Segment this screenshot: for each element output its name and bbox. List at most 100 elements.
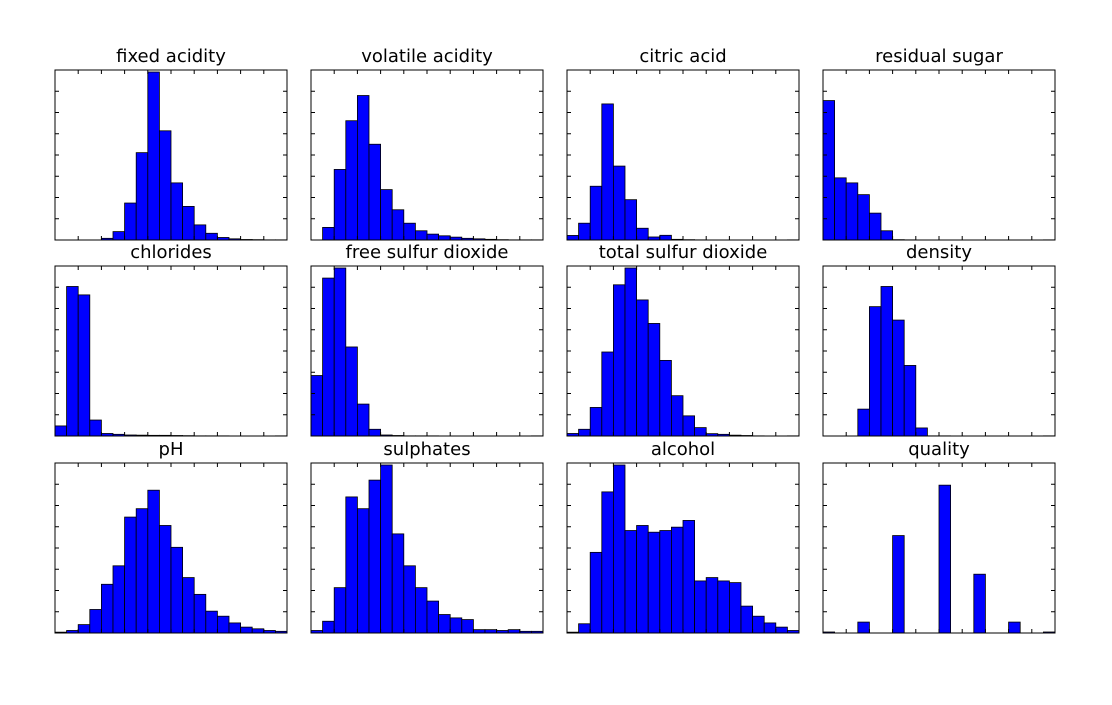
bar bbox=[310, 375, 324, 437]
bar bbox=[426, 600, 440, 634]
bar bbox=[182, 577, 195, 634]
bar bbox=[682, 415, 696, 437]
bar bbox=[624, 530, 638, 634]
bar bbox=[880, 230, 894, 241]
bar bbox=[938, 484, 952, 634]
bar bbox=[705, 577, 719, 634]
bar bbox=[903, 365, 917, 437]
bar bbox=[112, 565, 126, 634]
bar bbox=[845, 182, 859, 241]
bar bbox=[461, 619, 474, 634]
bar bbox=[158, 130, 172, 241]
bar bbox=[613, 464, 626, 634]
panel-title: sulphates bbox=[383, 439, 470, 460]
bar bbox=[636, 299, 649, 437]
bar bbox=[380, 464, 393, 634]
bar bbox=[636, 525, 649, 634]
bar bbox=[472, 629, 486, 634]
panel-title: density bbox=[906, 242, 972, 263]
bar bbox=[124, 202, 137, 241]
bar bbox=[578, 222, 591, 241]
bar bbox=[624, 199, 638, 241]
bar bbox=[892, 319, 905, 437]
bar bbox=[507, 629, 521, 634]
panel-citric-acid: citric acid bbox=[566, 46, 800, 241]
bar bbox=[345, 496, 358, 634]
bar bbox=[89, 609, 102, 634]
panel-free-sulfur-dioxide: free sulfur dioxide bbox=[310, 242, 544, 437]
bar bbox=[380, 189, 393, 241]
panel-fixed-acidity: fixed acidity bbox=[54, 46, 288, 241]
panel-residual-sugar: residual sugar bbox=[822, 46, 1056, 241]
bar bbox=[869, 306, 882, 437]
panels: fixed acidity volatile acidity citric acid… bbox=[54, 46, 1056, 634]
panel-title: volatile acidity bbox=[361, 46, 493, 67]
bar bbox=[973, 573, 986, 634]
bar bbox=[356, 95, 370, 241]
bar bbox=[124, 516, 137, 634]
panel-title: quality bbox=[908, 439, 970, 460]
panel-title: fixed acidity bbox=[116, 46, 226, 67]
bar bbox=[147, 71, 160, 241]
bar bbox=[857, 408, 870, 437]
bar bbox=[659, 234, 672, 241]
bar bbox=[647, 531, 661, 634]
bar bbox=[182, 205, 195, 241]
bar bbox=[578, 623, 591, 634]
bar bbox=[414, 230, 428, 241]
panel-title: total sulfur dioxide bbox=[599, 242, 768, 263]
bar bbox=[659, 359, 672, 437]
bar bbox=[368, 428, 382, 437]
bar bbox=[915, 427, 928, 437]
bar bbox=[101, 583, 114, 634]
bar bbox=[682, 520, 696, 634]
bar bbox=[775, 626, 788, 634]
bar bbox=[368, 479, 382, 634]
bar bbox=[135, 508, 149, 634]
panel-title: residual sugar bbox=[875, 46, 1003, 67]
bar bbox=[54, 425, 68, 437]
panel-title: citric acid bbox=[639, 46, 726, 67]
bar bbox=[613, 284, 626, 437]
bar bbox=[834, 177, 847, 241]
panel-ph: pH bbox=[54, 439, 288, 634]
bar bbox=[449, 617, 463, 634]
bar bbox=[403, 565, 416, 634]
bar bbox=[333, 169, 347, 241]
bar bbox=[589, 185, 603, 241]
bar bbox=[77, 294, 91, 437]
bar bbox=[566, 235, 580, 241]
bar bbox=[333, 587, 347, 634]
bar bbox=[368, 143, 382, 241]
bar bbox=[193, 593, 207, 634]
bar bbox=[112, 231, 126, 241]
bar bbox=[589, 551, 603, 634]
bar bbox=[601, 103, 614, 241]
panel-title: chlorides bbox=[130, 242, 212, 263]
bar bbox=[589, 407, 603, 437]
bar bbox=[647, 323, 661, 437]
bar bbox=[729, 582, 742, 634]
bar bbox=[484, 629, 498, 634]
bar bbox=[601, 491, 614, 634]
bar bbox=[205, 232, 218, 241]
bar bbox=[740, 605, 754, 634]
bar bbox=[170, 182, 184, 241]
bar bbox=[659, 530, 672, 634]
panel-quality: quality bbox=[822, 439, 1056, 634]
bar bbox=[251, 628, 265, 634]
bar bbox=[578, 428, 591, 437]
bar bbox=[438, 235, 451, 241]
bar bbox=[763, 622, 777, 634]
panel-alcohol: alcohol bbox=[566, 439, 800, 634]
bar bbox=[857, 621, 870, 634]
bar bbox=[717, 580, 730, 634]
panel-volatile-acidity: volatile acidity bbox=[310, 46, 544, 241]
bar bbox=[345, 346, 358, 437]
bar bbox=[624, 267, 638, 437]
bar bbox=[636, 227, 649, 241]
bar bbox=[892, 535, 905, 634]
bar bbox=[322, 620, 335, 634]
bar bbox=[322, 277, 335, 437]
